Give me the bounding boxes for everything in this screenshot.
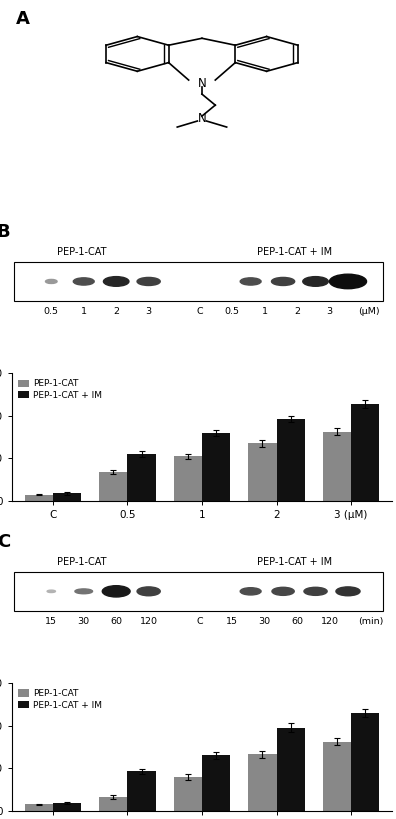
Bar [99, 797, 128, 811]
Text: C: C [196, 618, 203, 627]
Ellipse shape [137, 587, 160, 595]
Text: PEP-1-CAT: PEP-1-CAT [57, 557, 106, 567]
Ellipse shape [240, 588, 261, 595]
Text: N: N [198, 112, 206, 125]
Ellipse shape [46, 279, 57, 283]
Bar [25, 495, 53, 501]
FancyBboxPatch shape [14, 572, 383, 611]
Bar [276, 419, 305, 501]
Text: 1: 1 [261, 307, 268, 316]
Legend: PEP-1-CAT, PEP-1-CAT + IM: PEP-1-CAT, PEP-1-CAT + IM [16, 378, 103, 401]
Ellipse shape [102, 586, 130, 597]
Ellipse shape [73, 278, 94, 285]
Ellipse shape [304, 587, 327, 595]
Legend: PEP-1-CAT, PEP-1-CAT + IM: PEP-1-CAT, PEP-1-CAT + IM [16, 687, 103, 712]
Text: N: N [198, 77, 206, 89]
Text: PEP-1-CAT + IM: PEP-1-CAT + IM [257, 247, 332, 257]
Text: 2: 2 [113, 307, 119, 316]
Bar [128, 454, 156, 501]
Text: (μM): (μM) [358, 307, 380, 316]
Bar [248, 443, 276, 501]
Bar [173, 776, 202, 811]
Ellipse shape [336, 587, 360, 595]
Text: 120: 120 [320, 618, 339, 627]
Bar [53, 803, 81, 811]
Bar [351, 404, 379, 501]
Text: 15: 15 [45, 618, 57, 627]
Bar [202, 432, 230, 501]
Ellipse shape [272, 587, 294, 595]
Bar [248, 754, 276, 811]
Ellipse shape [75, 589, 93, 594]
Text: 2: 2 [294, 307, 300, 316]
Ellipse shape [272, 278, 295, 286]
Text: 120: 120 [140, 618, 158, 627]
Bar [323, 741, 351, 811]
Text: 30: 30 [259, 618, 270, 627]
Text: 15: 15 [226, 618, 238, 627]
Text: 3: 3 [146, 307, 152, 316]
Text: C: C [196, 307, 203, 316]
Ellipse shape [47, 590, 55, 592]
Bar [323, 432, 351, 501]
Ellipse shape [137, 278, 160, 286]
Text: B: B [0, 223, 10, 241]
Text: 3: 3 [326, 307, 333, 316]
Ellipse shape [240, 278, 261, 285]
Bar [276, 728, 305, 811]
Text: 30: 30 [78, 618, 90, 627]
Bar [128, 771, 156, 811]
Text: PEP-1-CAT: PEP-1-CAT [57, 247, 106, 257]
Ellipse shape [303, 277, 328, 287]
Text: 60: 60 [110, 618, 122, 627]
Text: 60: 60 [291, 618, 303, 627]
Bar [351, 713, 379, 811]
Text: A: A [16, 10, 30, 28]
Ellipse shape [103, 277, 129, 287]
Bar [173, 456, 202, 501]
Bar [99, 473, 128, 501]
Ellipse shape [329, 274, 367, 289]
Bar [53, 494, 81, 501]
Text: 0.5: 0.5 [225, 307, 240, 316]
FancyBboxPatch shape [14, 262, 383, 301]
Bar [25, 804, 53, 811]
Text: PEP-1-CAT + IM: PEP-1-CAT + IM [257, 557, 332, 567]
Bar [202, 755, 230, 811]
Text: (min): (min) [358, 618, 384, 627]
Text: C: C [0, 533, 10, 551]
Text: 1: 1 [81, 307, 87, 316]
Text: 0.5: 0.5 [44, 307, 59, 316]
